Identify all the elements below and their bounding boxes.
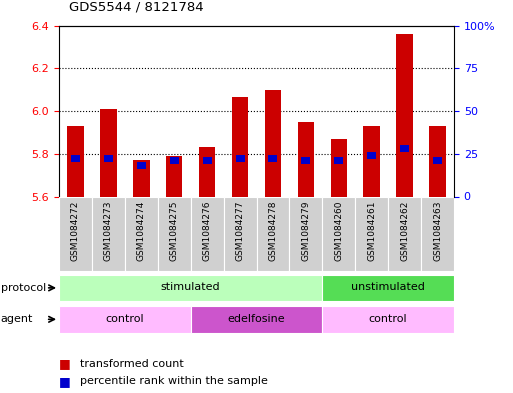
Bar	[364, 126, 380, 196]
Bar	[400, 145, 409, 152]
Text: ■: ■	[59, 357, 71, 370]
Text: GSM1084262: GSM1084262	[400, 200, 409, 261]
Text: GSM1084263: GSM1084263	[433, 200, 442, 261]
Text: percentile rank within the sample: percentile rank within the sample	[80, 376, 267, 386]
Bar	[397, 34, 413, 197]
Text: GSM1084279: GSM1084279	[301, 200, 310, 261]
Text: GSM1084277: GSM1084277	[235, 200, 245, 261]
Bar	[137, 162, 146, 169]
Bar	[289, 196, 322, 271]
Bar	[71, 156, 80, 162]
Bar	[367, 152, 376, 159]
Bar	[170, 157, 179, 164]
Bar	[322, 306, 454, 332]
Text: GSM1084278: GSM1084278	[268, 200, 278, 261]
Bar	[191, 306, 322, 332]
Bar	[301, 157, 310, 164]
Text: agent: agent	[1, 314, 33, 324]
Text: GSM1084275: GSM1084275	[170, 200, 179, 261]
Bar	[429, 126, 446, 196]
Text: GDS5544 / 8121784: GDS5544 / 8121784	[69, 1, 204, 14]
Bar	[322, 196, 355, 271]
Text: GSM1084274: GSM1084274	[137, 200, 146, 261]
Text: GSM1084276: GSM1084276	[203, 200, 212, 261]
Bar	[433, 157, 442, 164]
Bar	[104, 156, 113, 162]
Bar	[334, 157, 343, 164]
Bar	[59, 196, 92, 271]
Text: GSM1084272: GSM1084272	[71, 200, 80, 261]
Bar	[67, 126, 84, 196]
Bar	[133, 160, 149, 196]
Bar	[330, 139, 347, 196]
Bar	[59, 275, 322, 301]
Bar	[158, 196, 191, 271]
Bar	[199, 147, 215, 196]
Bar	[203, 157, 212, 164]
Text: GSM1084260: GSM1084260	[334, 200, 343, 261]
Bar	[166, 156, 183, 196]
Bar	[265, 90, 281, 196]
Bar	[298, 122, 314, 196]
Bar	[322, 275, 454, 301]
Text: edelfosine: edelfosine	[228, 314, 285, 324]
Text: control: control	[106, 314, 144, 324]
Bar	[355, 196, 388, 271]
Bar	[235, 156, 245, 162]
Text: protocol: protocol	[1, 283, 46, 293]
Bar	[232, 97, 248, 196]
Bar	[256, 196, 289, 271]
Text: GSM1084261: GSM1084261	[367, 200, 376, 261]
Bar	[92, 196, 125, 271]
Text: unstimulated: unstimulated	[351, 282, 425, 292]
Bar	[224, 196, 256, 271]
Text: control: control	[369, 314, 407, 324]
Text: GSM1084273: GSM1084273	[104, 200, 113, 261]
Bar	[100, 109, 116, 196]
Bar	[388, 196, 421, 271]
Bar	[125, 196, 158, 271]
Bar	[268, 156, 278, 162]
Text: stimulated: stimulated	[161, 282, 221, 292]
Bar	[421, 196, 454, 271]
Bar	[191, 196, 224, 271]
Bar	[59, 306, 191, 332]
Text: transformed count: transformed count	[80, 358, 183, 369]
Text: ■: ■	[59, 375, 71, 388]
